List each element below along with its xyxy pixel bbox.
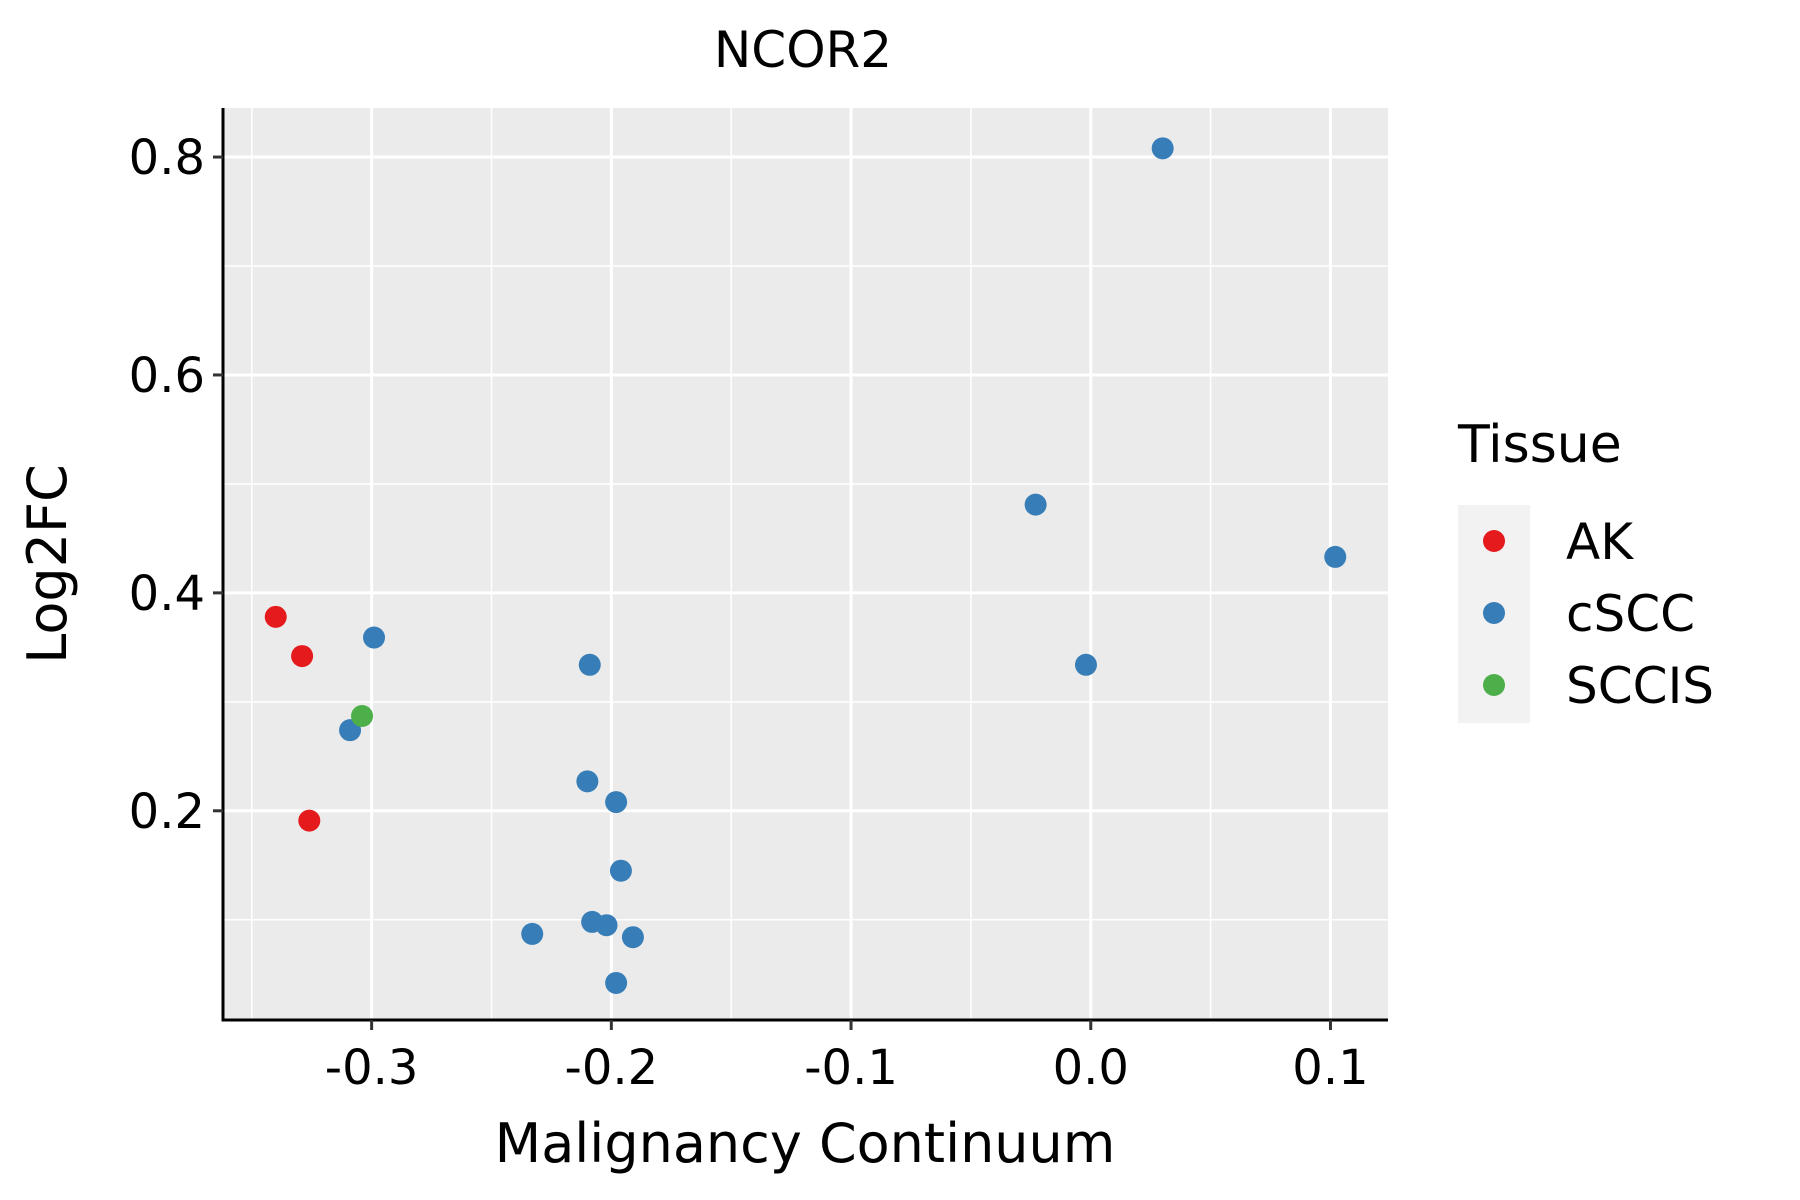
x-tick-label: -0.3 (325, 1040, 419, 1096)
data-point-cscc (576, 770, 599, 793)
legend-label-sccis: SCCIS (1566, 657, 1714, 715)
data-point-cscc (1024, 493, 1047, 516)
data-point-cscc (1324, 545, 1347, 568)
y-tick-label: 0.4 (129, 566, 205, 622)
x-axis-ticks: -0.3 -0.2 -0.1 0.0 0.1 (325, 1020, 1369, 1096)
data-point-cscc (1074, 653, 1097, 676)
data-point-cscc (521, 922, 544, 945)
data-point-cscc (609, 859, 632, 882)
data-points (264, 137, 1347, 994)
x-tick-label: -0.1 (804, 1040, 898, 1096)
data-point-sccis (351, 705, 374, 727)
data-point-ak (291, 645, 314, 668)
legend-label-ak: AK (1566, 513, 1634, 571)
chart-title: NCOR2 (714, 21, 892, 79)
y-axis-title: Log2FC (16, 464, 79, 664)
x-axis-title: Malignancy Continuum (495, 1112, 1116, 1175)
data-point-ak (264, 605, 287, 628)
legend: Tissue AK cSCC SCCIS (1457, 415, 1714, 723)
data-point-cscc (363, 626, 386, 649)
y-tick-label: 0.2 (129, 784, 205, 840)
data-point-cscc (578, 653, 601, 676)
data-point-cscc (595, 914, 618, 937)
data-point-cscc (605, 791, 628, 814)
legend-key-sccis (1483, 674, 1505, 696)
y-axis-ticks: 0.2 0.4 0.6 0.8 (129, 130, 223, 840)
x-tick-label: -0.2 (565, 1040, 659, 1096)
y-tick-label: 0.8 (129, 130, 205, 186)
legend-key-ak (1483, 530, 1505, 552)
plot-panel (223, 108, 1388, 1020)
y-tick-label: 0.6 (129, 348, 205, 404)
x-tick-label: 0.0 (1053, 1040, 1129, 1096)
data-point-cscc (605, 971, 628, 994)
legend-key-cscc (1483, 602, 1505, 624)
data-point-ak (298, 809, 321, 832)
x-tick-label: 0.1 (1292, 1040, 1368, 1096)
legend-label-cscc: cSCC (1566, 585, 1695, 643)
data-point-cscc (1151, 137, 1174, 160)
legend-title: Tissue (1457, 415, 1622, 475)
data-point-cscc (621, 926, 644, 949)
